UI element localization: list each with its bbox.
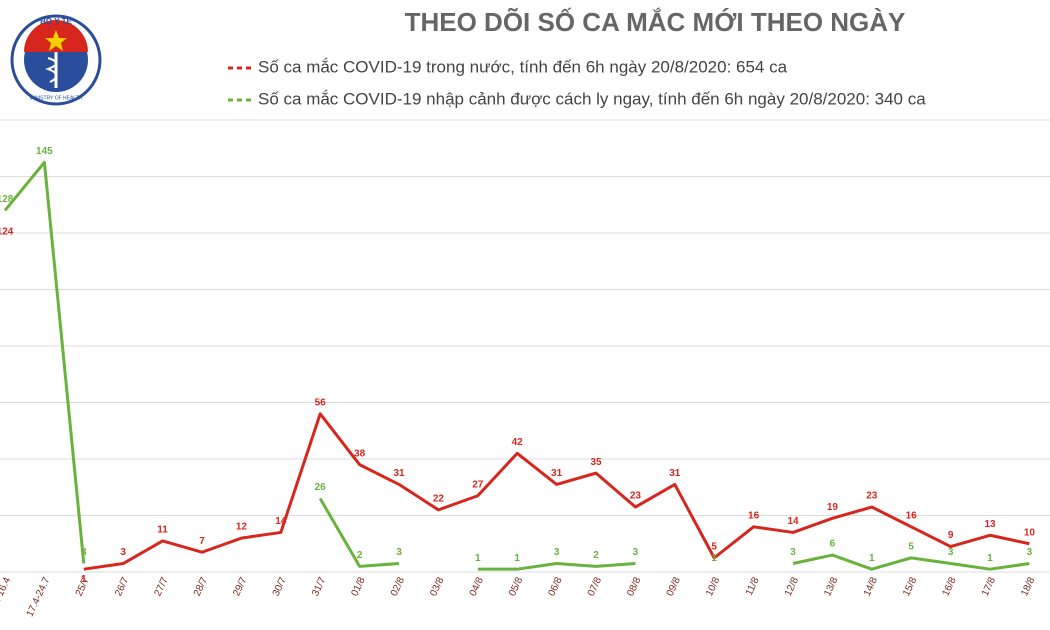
x-tick-label: 07/8	[586, 575, 604, 598]
x-tick-label: 27/7	[153, 575, 171, 598]
series-line	[83, 412, 1030, 571]
x-tick-label: 05/8	[507, 575, 525, 598]
legend-label: Số ca mắc COVID-19 nhập cảnh được cách l…	[258, 89, 926, 108]
data-label: 7	[199, 536, 205, 547]
x-tick-label: 29/7	[231, 575, 249, 598]
data-label: 3	[633, 547, 639, 558]
data-label: 1	[514, 553, 520, 564]
logo-star	[45, 30, 67, 51]
data-label: 1	[475, 553, 481, 564]
data-label: 16	[748, 510, 760, 521]
data-label: 128	[0, 194, 14, 205]
data-label: 6	[830, 539, 836, 550]
x-tick-label: 06/8	[547, 575, 565, 598]
data-label: 14	[275, 516, 287, 527]
data-label: 5	[711, 542, 717, 553]
data-label: 3	[120, 547, 126, 558]
x-tick-label: 10/8	[704, 575, 722, 598]
data-label: 35	[590, 457, 602, 468]
x-tick-label: 12/8	[783, 575, 801, 598]
data-label: 19	[827, 502, 839, 513]
data-label: 13	[984, 519, 996, 530]
x-tick-label: 17.4-24.7	[25, 575, 53, 618]
data-label: 3	[948, 547, 954, 558]
x-tick-label: 14/8	[862, 575, 880, 598]
data-label: 26	[315, 482, 327, 493]
data-label: 9	[948, 530, 954, 541]
data-label: 42	[512, 437, 524, 448]
x-tick-label: 18/8	[1019, 575, 1037, 598]
data-label: 3	[396, 547, 402, 558]
x-tick-label: 02/8	[389, 575, 407, 598]
logo: BỘ Y TẾ MINISTRY OF HEALTH	[10, 14, 102, 106]
data-label: 3	[554, 547, 560, 558]
data-label: 1	[711, 553, 717, 564]
logo-bottom-text: MINISTRY OF HEALTH	[30, 95, 83, 101]
data-label: 3	[1027, 547, 1033, 558]
data-label: 27	[472, 479, 484, 490]
data-label: 2	[593, 550, 599, 561]
data-label: 23	[866, 491, 878, 502]
data-label: 38	[354, 448, 366, 459]
data-label: 56	[315, 397, 327, 408]
x-tick-label: 08/8	[625, 575, 643, 598]
data-label: 3	[790, 547, 796, 558]
data-label: 23	[630, 491, 642, 502]
data-label: 2	[357, 550, 363, 561]
x-tick-label: 16/8	[941, 575, 959, 598]
data-label: 12	[236, 522, 248, 533]
x-tick-label: 04/8	[468, 575, 486, 598]
x-tick-label: 09/8	[665, 575, 683, 598]
data-label: 22	[433, 493, 445, 504]
data-label: 145	[36, 146, 53, 157]
legend-label: Số ca mắc COVID-19 trong nước, tính đến …	[258, 57, 788, 76]
x-tick-label: 23.1-16.4	[0, 575, 13, 618]
data-label: 1	[81, 574, 87, 585]
data-label: 1	[987, 553, 993, 564]
x-tick-label: 28/7	[192, 575, 210, 598]
x-tick-label: 13/8	[822, 575, 840, 598]
logo-top-text: BỘ Y TẾ	[40, 16, 72, 26]
data-label: 11	[157, 525, 168, 536]
data-label: 1	[869, 553, 875, 564]
logo-snake	[45, 57, 58, 83]
data-label: 31	[393, 468, 405, 479]
x-tick-label: 26/7	[113, 575, 131, 598]
data-label: 16	[906, 510, 918, 521]
data-label: 31	[669, 468, 681, 479]
x-tick-label: 11/8	[744, 575, 762, 597]
chart-title: THEO DÕI SỐ CA MẮC MỚI THEO NGÀY	[405, 7, 906, 37]
series-line	[3, 160, 1030, 571]
data-label: 3	[81, 547, 87, 558]
data-label: 14	[787, 516, 799, 527]
x-tick-label: 01/8	[350, 575, 368, 598]
x-tick-label: 15/8	[901, 575, 919, 598]
data-label: 5	[908, 542, 914, 553]
data-label: 124	[0, 226, 14, 237]
x-tick-label: 30/7	[271, 575, 289, 598]
data-label: 10	[1024, 527, 1036, 538]
x-tick-label: 17/8	[980, 575, 998, 598]
data-label: 31	[551, 468, 563, 479]
x-tick-label: 03/8	[428, 575, 446, 598]
x-tick-label: 31/7	[310, 575, 328, 598]
